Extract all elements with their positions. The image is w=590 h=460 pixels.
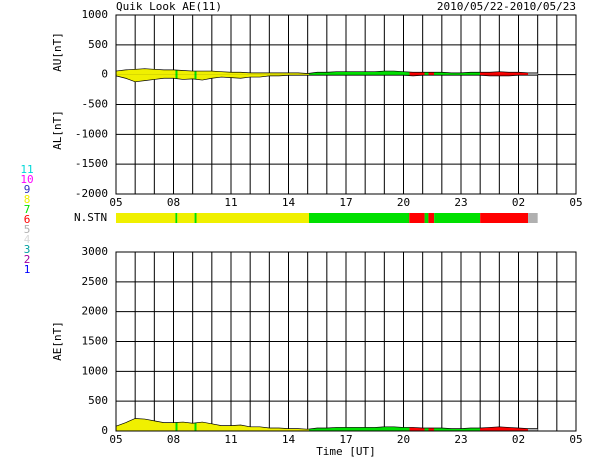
y-tick-label: -1500 [75,157,108,170]
station-segment [309,213,410,223]
x-tick-label: 20 [397,433,410,446]
station-legend: 1 [24,263,31,276]
area [116,68,538,75]
y-tick-label: 500 [88,38,108,51]
y-tick-label: -500 [82,98,109,111]
x-tick-label: 17 [339,196,352,209]
x-tick-label: 08 [167,433,180,446]
x-tick-label: 14 [282,196,296,209]
station-legend: 5 [24,223,31,236]
station-segment [528,213,538,223]
station-legend: 11 [20,163,33,176]
station-legend: 3 [24,243,31,256]
band-label: N.STN [74,211,107,224]
y-tick-label: 3000 [82,245,109,258]
y-axis-label: AL[nT] [51,110,64,150]
station-legend: 8 [24,193,31,206]
station-segment [424,213,429,223]
x-tick-label: 02 [512,433,525,446]
station-legend: 4 [24,233,31,246]
x-tick-label: 11 [224,196,237,209]
line [115,418,538,430]
station-legend: 6 [24,213,31,226]
station-legend: 2 [24,253,31,266]
station-segment [177,213,195,223]
y-tick-label: 1000 [82,8,109,21]
x-tick-label: 11 [224,433,237,446]
station-legend: 7 [24,203,31,216]
y-axis-label: AE[nT] [51,321,64,361]
y-tick-label: 500 [88,394,108,407]
y-tick-label: 1000 [82,364,109,377]
area [116,74,538,82]
x-tick-label: 05 [569,196,582,209]
station-segment [196,213,310,223]
x-tick-label: 14 [282,433,296,446]
station-segment [428,213,435,223]
y-tick-label: 2000 [82,305,109,318]
y-tick-label: 1500 [82,335,109,348]
chart-title: Quik Look AE(11) [116,0,222,13]
line [115,74,538,83]
x-tick-label: 08 [167,196,180,209]
x-tick-label: 20 [397,196,410,209]
station-segment [175,213,178,223]
x-tick-label: 23 [454,433,467,446]
plot-frame [115,14,577,195]
station-segment [116,213,176,223]
station-legend: 9 [24,183,31,196]
station-segment [480,213,529,223]
y-tick-label: 0 [101,68,108,81]
station-segment [434,213,481,223]
date-range: 2010/05/22-2010/05/23 [437,0,576,13]
x-tick-label: 05 [109,433,122,446]
y-tick-label: -1000 [75,127,108,140]
y-tick-label: -2000 [75,187,108,200]
y-tick-label: 0 [101,424,108,437]
x-tick-label: 05 [109,196,122,209]
y-tick-label: 2500 [82,275,109,288]
plot-frame [115,251,577,432]
line [115,68,538,74]
x-tick-label: 02 [512,196,525,209]
x-tick-label: 23 [454,196,467,209]
x-axis-label: Time [UT] [316,445,376,458]
station-segment [409,213,425,223]
area [116,418,538,431]
x-tick-label: 05 [569,433,582,446]
station-legend: 10 [20,173,33,186]
station-segment [194,213,197,223]
y-axis-label: AU[nT] [51,32,64,72]
x-tick-label: 17 [339,433,352,446]
